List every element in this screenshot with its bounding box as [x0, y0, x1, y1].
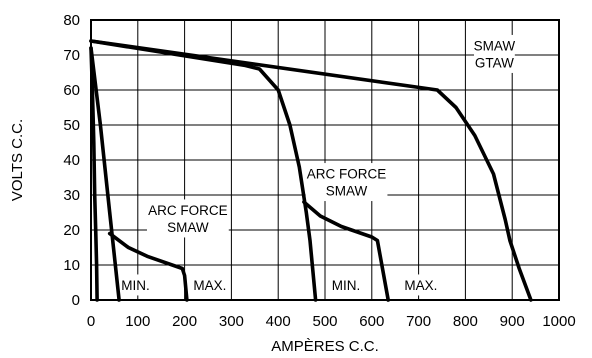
x-tick-label: 500 — [312, 313, 337, 330]
x-tick-label: 400 — [266, 313, 291, 330]
annotation-label: MAX. — [189, 274, 231, 296]
x-axis-title: AMPÈRES C.C. — [271, 338, 379, 355]
volt-ampere-curve — [89, 39, 318, 302]
annotation-background — [189, 274, 231, 296]
annotation-background — [305, 163, 388, 202]
annotation-text: MIN. — [121, 278, 150, 293]
tick-labels: 0 100 200 300 400 500 600 700 800 900 1000 0 10 20 30 4… — [63, 12, 575, 330]
annotation-label: MIN. — [115, 274, 156, 296]
x-tick-label: 300 — [219, 313, 244, 330]
volt-ampere-curve — [107, 231, 189, 302]
annotation-label: MIN. — [325, 274, 367, 296]
volt-ampere-curve — [89, 46, 121, 302]
x-tick-label: 900 — [500, 313, 525, 330]
annotations: SMAW GTAW ARC FORCE SMAW ARC FORCE SMAW MIN. MA… — [115, 34, 516, 296]
x-tick-label: 700 — [406, 313, 431, 330]
y-tick-label: 70 — [63, 47, 80, 64]
x-tick-label: 800 — [453, 313, 478, 330]
annotation-label: ARC FORCE SMAW — [305, 163, 388, 202]
annotation-background — [325, 274, 367, 296]
y-tick-label: 40 — [63, 152, 80, 169]
annotation-text: ARC FORCE — [307, 167, 387, 182]
y-tick-label: 50 — [63, 117, 80, 134]
annotation-background — [146, 199, 229, 238]
annotation-label: MAX. — [400, 274, 442, 296]
y-axis-title: VOLTS C.C. — [9, 119, 26, 201]
x-tick-label: 1000 — [542, 313, 575, 330]
y-tick-label: 10 — [63, 257, 80, 274]
annotation-background — [115, 274, 156, 296]
y-tick-label: 60 — [63, 82, 80, 99]
x-tick-label: 200 — [172, 313, 197, 330]
annotation-text: MIN. — [332, 278, 361, 293]
x-tick-label: 0 — [87, 313, 95, 330]
x-tick-label: 600 — [359, 313, 384, 330]
annotation-text: SMAW — [167, 220, 209, 235]
annotation-label: SMAW GTAW — [474, 34, 516, 73]
y-tick-label: 80 — [63, 12, 80, 29]
volt-ampere-curve — [89, 39, 533, 302]
plot-frame — [90, 19, 560, 301]
volt-ampere-curve — [89, 46, 99, 302]
annotation-background — [474, 34, 515, 73]
annotation-text: SMAW — [326, 184, 368, 199]
x-tick-label: 100 — [125, 313, 150, 330]
volt-ampere-curve — [302, 200, 390, 302]
y-tick-label: 0 — [72, 292, 80, 309]
y-tick-label: 20 — [63, 222, 80, 239]
annotation-text: ARC FORCE — [148, 203, 228, 218]
curves — [89, 39, 533, 302]
annotation-text: MAX. — [193, 278, 226, 293]
annotation-text: SMAW — [474, 38, 516, 53]
annotation-label: ARC FORCE SMAW — [146, 199, 229, 238]
y-tick-label: 30 — [63, 187, 80, 204]
annotation-background — [400, 274, 442, 296]
annotation-text: GTAW — [475, 55, 514, 70]
annotation-text: MAX. — [404, 278, 437, 293]
